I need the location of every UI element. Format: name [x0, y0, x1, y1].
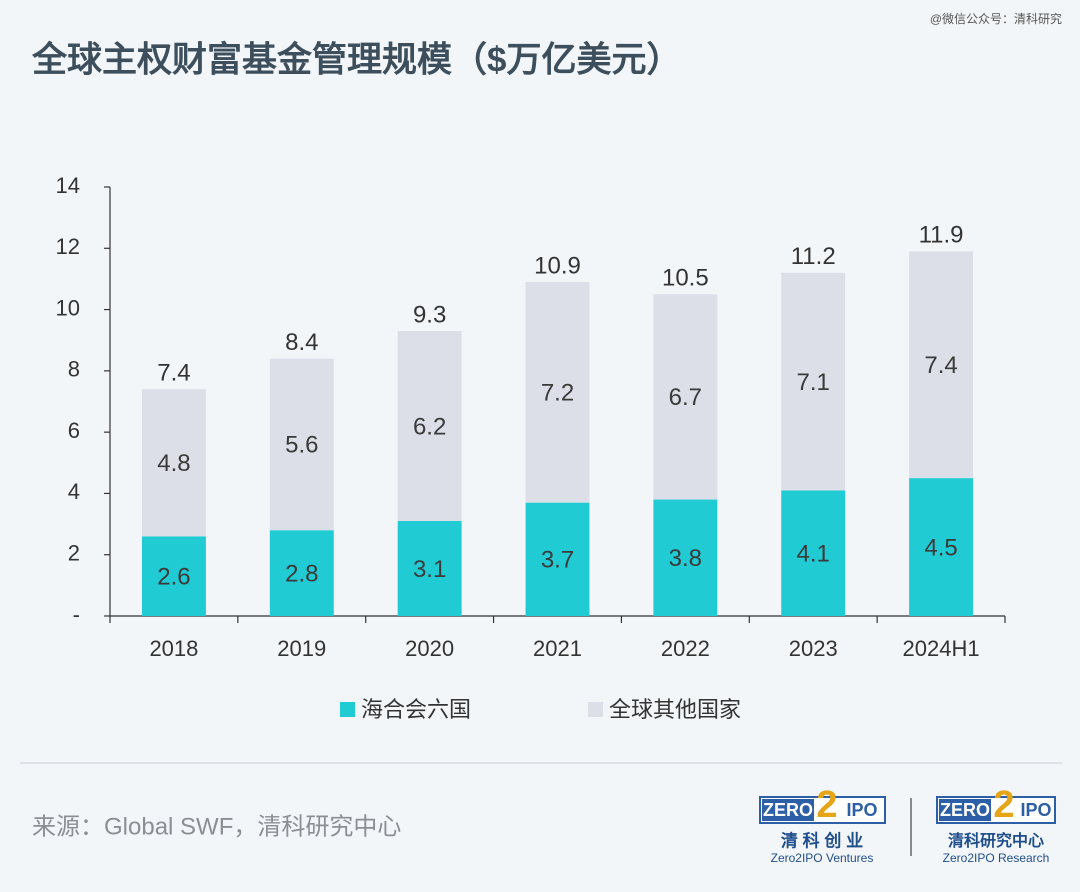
logo-box: [939, 799, 991, 821]
data-label: 3.7: [541, 547, 574, 574]
logo-text: IPO: [846, 800, 877, 820]
x-tick-label: 2024H1: [903, 636, 980, 661]
total-label: 9.3: [413, 301, 446, 328]
logo-text: 清科研究中心: [948, 831, 1044, 850]
y-tick-label: 6: [68, 418, 80, 443]
data-label: 7.2: [541, 380, 574, 407]
data-label: 2.6: [157, 564, 190, 591]
logo-text: IPO: [1020, 800, 1051, 820]
total-label: 10.9: [534, 252, 581, 279]
data-label: 3.1: [413, 556, 446, 583]
logo-text: 清 科 创 业: [781, 830, 863, 850]
y-tick-label: 14: [56, 173, 80, 198]
logo-text: 2: [816, 784, 837, 826]
bar-segment: [269, 530, 334, 616]
total-label: 10.5: [662, 265, 709, 292]
y-tick-label: 4: [68, 479, 80, 504]
x-tick-label: 2019: [277, 636, 326, 661]
logo-right: ZERO 2 IPO 清科研究中心 Zero2IPO Research: [936, 784, 1056, 865]
data-label: 4.1: [797, 541, 830, 568]
source: 来源：Global SWF，清科研究中心: [32, 813, 401, 840]
bar-segment: [653, 294, 718, 500]
legend-label: 全球其他国家: [609, 697, 741, 722]
bar-segment: [909, 251, 974, 479]
bar-segment: [909, 478, 974, 616]
x-tick-label: 2022: [661, 636, 710, 661]
legend-swatch: [588, 702, 603, 717]
logo-left: ZERO 2 IPO 清 科 创 业 Zero2IPO Ventures: [759, 784, 886, 865]
logo-text: Zero2IPO Ventures: [771, 851, 874, 865]
legend-swatch: [340, 702, 355, 717]
total-label: 8.4: [285, 329, 318, 356]
watermark: @微信公众号：清科研究: [930, 11, 1062, 26]
logo-box: [762, 799, 814, 821]
x-tick-label: 2018: [149, 636, 198, 661]
data-label: 7.1: [797, 369, 830, 396]
bar-segment: [397, 521, 462, 616]
y-tick-label: 8: [68, 357, 80, 382]
logo-text: Zero2IPO Research: [943, 851, 1050, 865]
data-label: 7.4: [924, 352, 957, 379]
bar-segment: [525, 281, 590, 503]
total-label: 7.4: [157, 360, 190, 387]
logo-text: ZERO: [940, 800, 990, 820]
bar-segment: [141, 389, 206, 537]
chart-title: 全球主权财富基金管理规模（$万亿美元）: [31, 39, 681, 79]
bar-segment: [781, 490, 846, 616]
x-tick-label: 2020: [405, 636, 454, 661]
total-label: 11.2: [791, 243, 836, 270]
x-tick-label: 2021: [533, 636, 582, 661]
bar-segment: [781, 272, 846, 491]
data-label: 4.5: [924, 534, 957, 561]
y-tick-label: 10: [56, 295, 80, 320]
data-label: 2.8: [285, 560, 318, 587]
data-label: 3.8: [669, 545, 702, 572]
bar-segment: [397, 331, 462, 522]
logo-text: 2: [993, 784, 1014, 826]
bar-segment: [269, 358, 334, 531]
data-label: 5.6: [285, 432, 318, 459]
y-tick-label: 12: [56, 234, 80, 259]
data-label: 6.7: [669, 384, 702, 411]
y-tick-label: -: [73, 602, 80, 627]
data-label: 6.2: [413, 413, 446, 440]
data-label: 4.8: [157, 450, 190, 477]
legend-label: 海合会六国: [361, 697, 471, 722]
logo-text: ZERO: [763, 800, 813, 820]
bar-segment: [653, 499, 718, 616]
total-label: 11.9: [919, 222, 964, 249]
y-tick-label: 2: [68, 541, 80, 566]
bar-segment: [141, 536, 206, 616]
bar-segment: [525, 502, 590, 616]
x-tick-label: 2023: [789, 636, 838, 661]
